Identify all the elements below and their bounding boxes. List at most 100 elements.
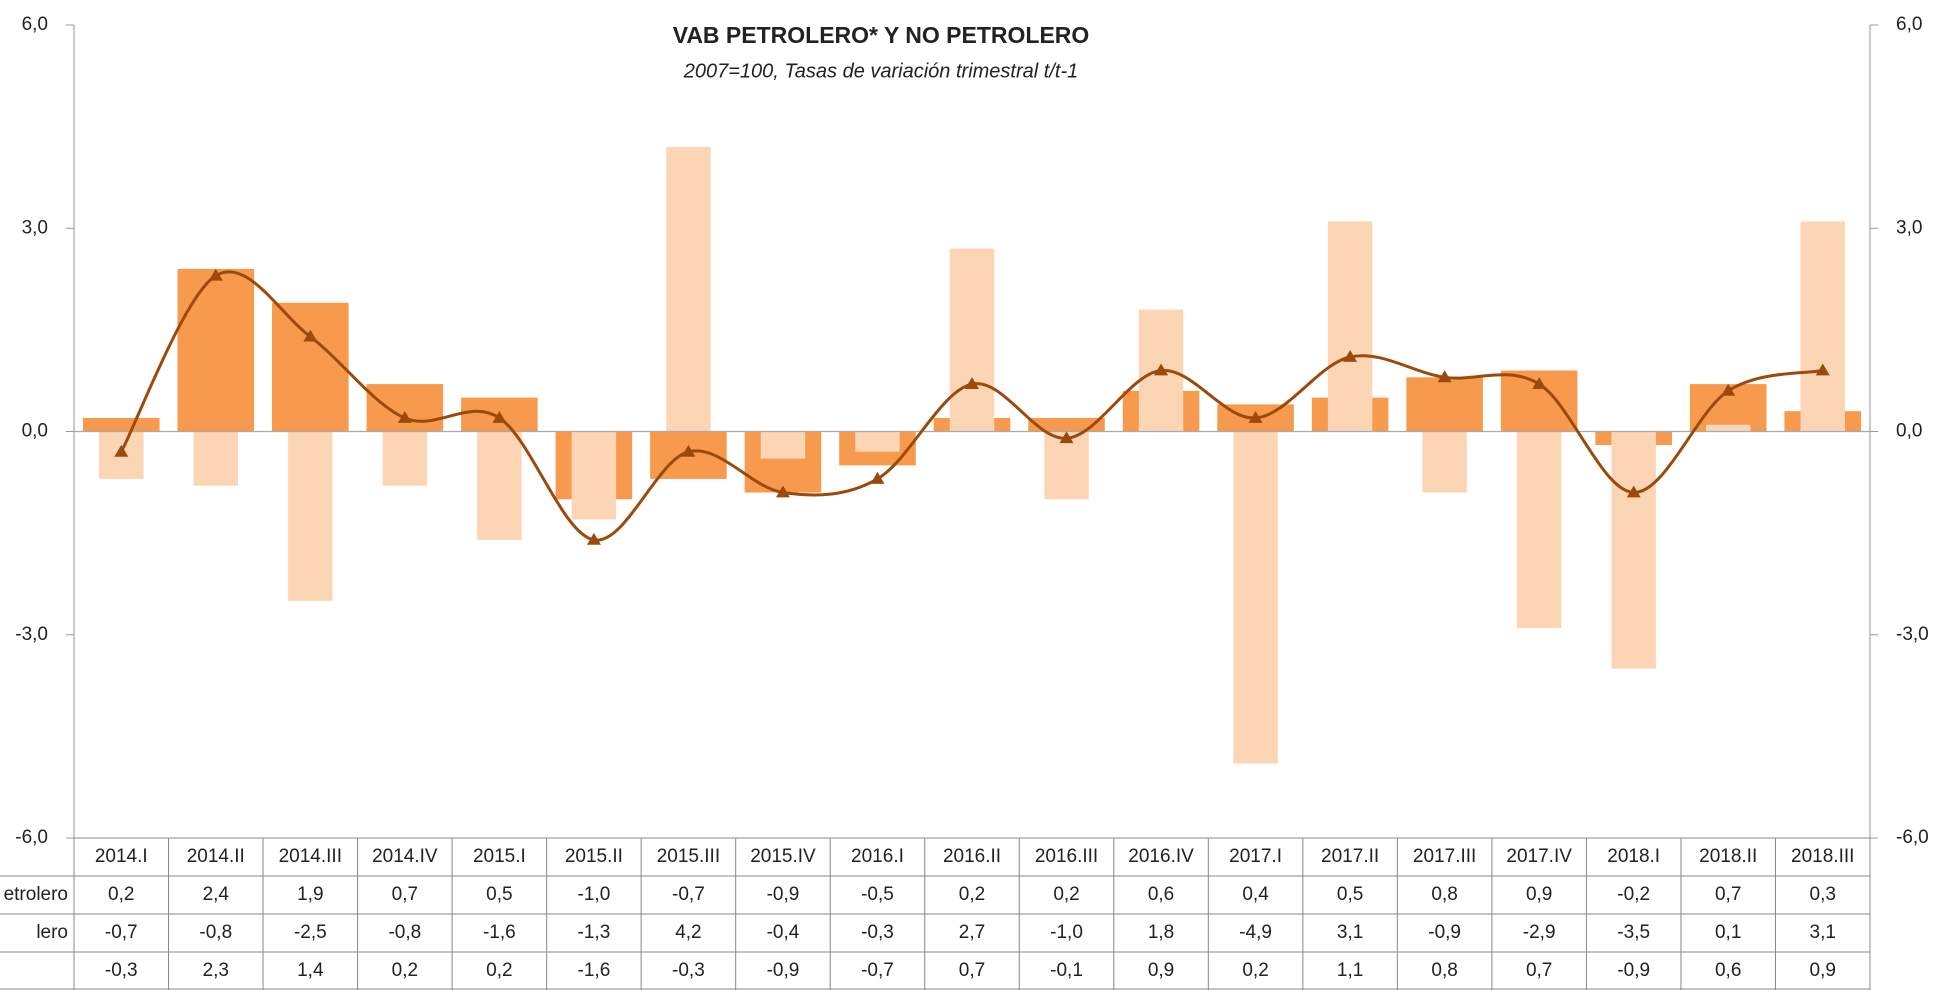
data-label: 0,7 (1526, 960, 1552, 981)
x-tick-label: 2016.IV (1128, 846, 1194, 867)
data-label: 2,3 (203, 960, 229, 981)
data-label: -1,6 (578, 960, 611, 981)
data-label: 0,6 (1715, 960, 1741, 981)
bar (571, 431, 617, 520)
data-label: 0,4 (1242, 884, 1269, 905)
data-label: -1,0 (1050, 922, 1083, 943)
x-tick-label: 2014.IV (372, 846, 438, 867)
data-label: 0,9 (1526, 884, 1552, 905)
data-label: -0,7 (672, 884, 705, 905)
data-label: -3,5 (1617, 922, 1650, 943)
y2-tick-label: -3,0 (1896, 624, 1929, 645)
bar (666, 146, 711, 432)
x-tick-label: 2016.I (851, 846, 904, 867)
data-label: -1,6 (483, 922, 516, 943)
data-label: -2,9 (1523, 922, 1556, 943)
line-marker (1626, 485, 1641, 498)
bar (1406, 377, 1483, 432)
x-tick-label: 2017.I (1229, 846, 1282, 867)
data-label: 0,6 (1148, 884, 1174, 905)
bar (1327, 221, 1373, 432)
y2-tick-label: -6,0 (1896, 827, 1929, 848)
line-marker (1721, 383, 1736, 396)
x-tick-label: 2015.III (657, 846, 720, 867)
data-label: 0,9 (1810, 960, 1836, 981)
bar (855, 431, 900, 452)
chart-title: VAB PETROLERO* Y NO PETROLERO (673, 22, 1090, 48)
x-tick-label: 2014.II (187, 846, 245, 867)
x-tick-label: 2015.II (565, 846, 623, 867)
line-marker (1248, 410, 1263, 423)
data-label: -0,9 (1428, 922, 1461, 943)
bar (366, 384, 444, 432)
bar (82, 417, 160, 432)
data-label: -0,9 (767, 884, 800, 905)
bar (1028, 417, 1105, 432)
data-label: 0,2 (108, 884, 134, 905)
line-marker (965, 377, 979, 389)
y2-tick-label: 0,0 (1896, 421, 1922, 442)
y2-tick-label: 3,0 (1896, 217, 1922, 238)
data-label: -0,5 (861, 884, 894, 905)
data-label: 0,9 (1148, 960, 1174, 981)
bar (1611, 431, 1656, 669)
x-tick-label: 2014.I (95, 846, 148, 867)
data-label: 0,2 (392, 960, 418, 981)
bar (1516, 431, 1562, 628)
line-marker (681, 444, 696, 457)
bar (1233, 431, 1278, 764)
x-tick-label: 2014.III (279, 846, 342, 867)
y-tick-label: -3,0 (15, 624, 48, 645)
bar (193, 431, 239, 486)
chart-subtitle: 2007=100, Tasas de variación trimestral … (683, 60, 1078, 82)
data-label: -4,9 (1239, 922, 1272, 943)
line-marker (492, 410, 507, 423)
data-label: 0,2 (959, 884, 985, 905)
line-marker (1532, 377, 1547, 389)
data-label: 0,7 (959, 960, 985, 981)
bar (382, 431, 428, 486)
line-marker (1437, 370, 1452, 383)
bar (477, 431, 522, 540)
legend-label: etrolero (4, 884, 68, 905)
bar (177, 268, 255, 432)
data-label: -0,3 (672, 960, 705, 981)
line-marker (870, 471, 885, 484)
data-label: -0,8 (199, 922, 232, 943)
data-label: 1,9 (297, 884, 323, 905)
data-label: 1,1 (1337, 960, 1363, 981)
data-label: -0,2 (1617, 884, 1650, 905)
data-label: -1,3 (578, 922, 611, 943)
data-label: -0,9 (767, 960, 800, 981)
data-label: 1,4 (297, 960, 324, 981)
bar (1422, 431, 1467, 493)
data-label: 2,4 (203, 884, 230, 905)
y-tick-label: -6,0 (15, 827, 48, 848)
line-marker (208, 268, 223, 281)
data-label: 3,1 (1810, 922, 1836, 943)
x-tick-label: 2016.II (943, 846, 1001, 867)
bar (288, 431, 333, 601)
x-tick-label: 2017.III (1413, 846, 1476, 867)
x-tick-label: 2015.I (473, 846, 526, 867)
line-marker (303, 329, 318, 342)
data-label: 4,2 (675, 922, 701, 943)
data-label: 0,1 (1715, 922, 1741, 943)
x-tick-label: 2018.II (1699, 846, 1757, 867)
data-label: 2,7 (959, 922, 985, 943)
data-label: 0,5 (486, 884, 512, 905)
data-label: 0,7 (392, 884, 418, 905)
data-label: -0,1 (1050, 960, 1083, 981)
y-tick-label: 3,0 (22, 217, 48, 238)
line-marker (1815, 363, 1830, 376)
data-label: 0,5 (1337, 884, 1363, 905)
data-label: 1,8 (1148, 922, 1174, 943)
data-label: 3,1 (1337, 922, 1363, 943)
x-tick-label: 2015.IV (750, 846, 816, 867)
bar (949, 248, 995, 432)
line-marker (114, 444, 129, 457)
x-tick-label: 2018.I (1607, 846, 1660, 867)
line-marker (1059, 431, 1074, 444)
x-tick-label: 2017.II (1321, 846, 1379, 867)
